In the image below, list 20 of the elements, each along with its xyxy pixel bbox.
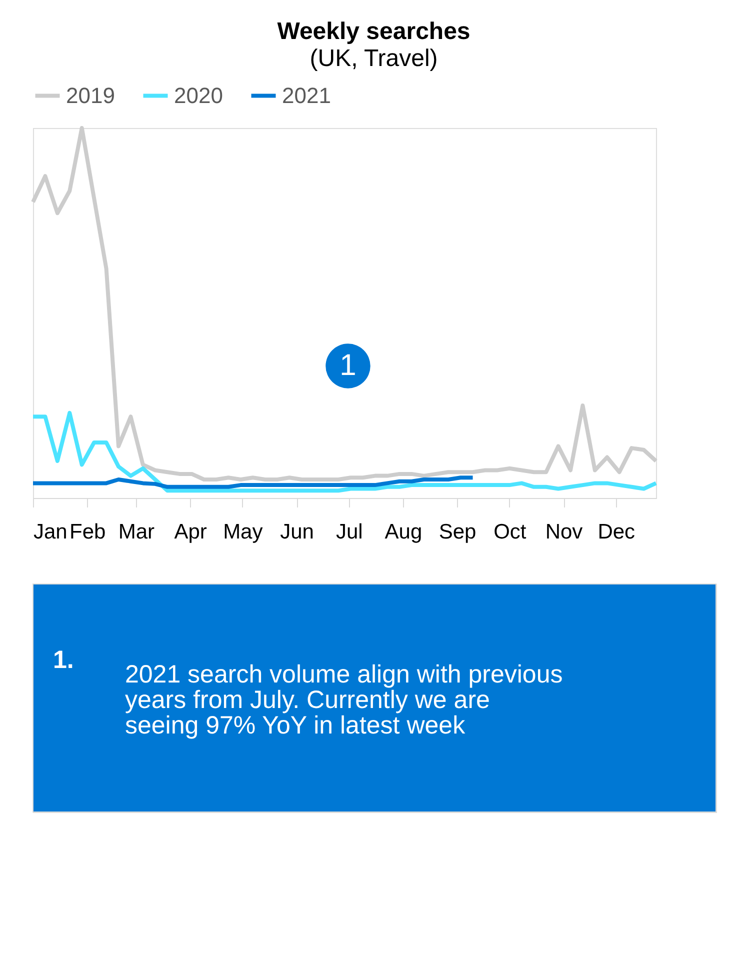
x-tick-label: Oct [494,520,526,544]
x-tick-label: May [223,520,264,544]
chart-title: Weekly searches [277,18,470,45]
x-tick-label: Mar [118,520,155,544]
x-tick-label: Feb [70,520,106,544]
annotation: 1 [340,349,356,382]
x-tick-label: Apr [174,520,207,544]
x-tick-label: Aug [384,520,422,544]
legend-label: 2021 [282,82,331,108]
x-tick-label: Jan [34,520,68,544]
x-tick-label: Jun [280,520,314,544]
legend-label: 2019 [66,82,115,108]
text: 2021 search volume align with previous years from July. Currently we are seeing 97% YoY in latest week [125,660,563,740]
x-tick-label: Dec [598,520,636,544]
legend-label: 2020 [174,82,223,108]
x-tick-label: Sep [438,520,476,544]
text: 1. [53,646,74,674]
x-tick-label: Jul [336,520,363,544]
chart-subtitle: (UK, Travel) [310,45,438,72]
x-tick-label: Nov [545,520,584,544]
